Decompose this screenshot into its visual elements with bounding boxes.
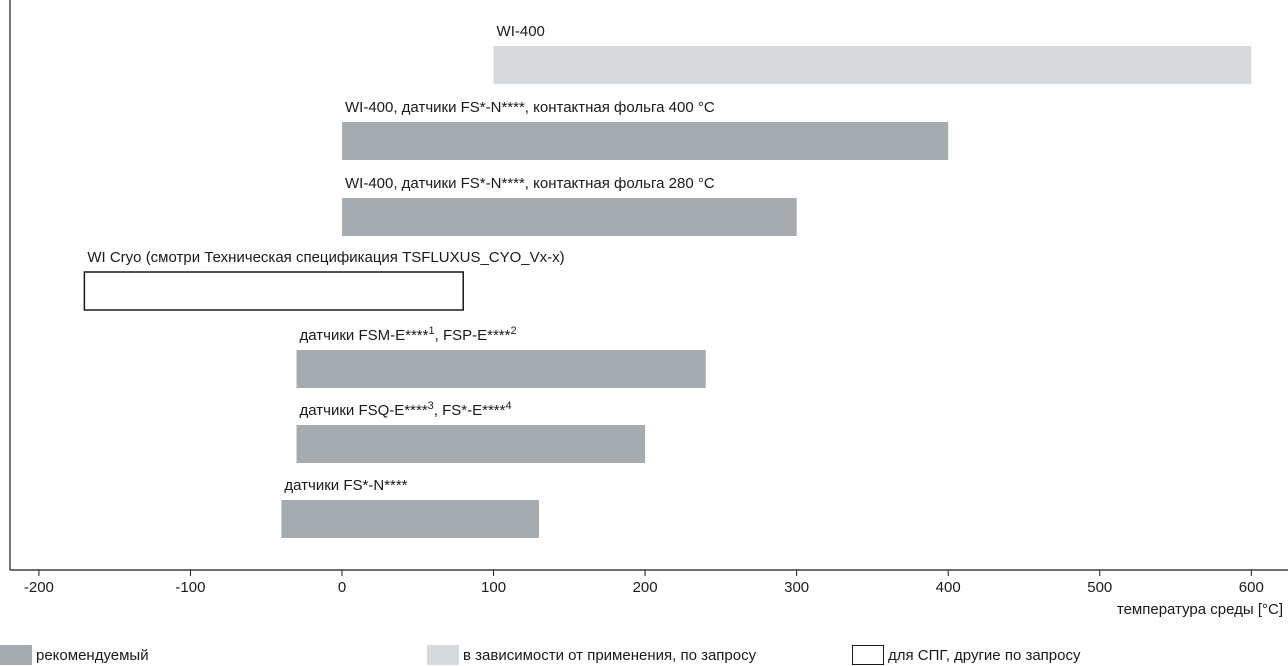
legend-swatch-lng	[852, 645, 884, 665]
bar-label: датчики FS*-N****	[284, 477, 407, 494]
range-bar	[342, 122, 949, 160]
x-tick-label: 200	[633, 579, 658, 596]
legend-label-on-request: в зависимости от применения, по запросу	[463, 646, 757, 664]
x-tick-label: -100	[175, 579, 205, 596]
bar-label: WI-400, датчики FS*-N****, контактная фо…	[345, 99, 715, 116]
legend-label-recommended: рекомендуемый	[36, 646, 149, 664]
range-bar	[296, 425, 646, 463]
legend-item-on-request: в зависимости от применения, по запросу	[427, 644, 756, 666]
bar-label: датчики FSQ-E****3, FS*-E****4	[300, 400, 512, 419]
bar-label: датчики FSM-E****1, FSP-E****2	[300, 325, 517, 344]
range-bar	[493, 46, 1252, 84]
x-tick-label: 100	[481, 579, 506, 596]
range-bar	[296, 350, 706, 388]
x-tick-label: -200	[24, 579, 54, 596]
temperature-range-chart: -200 -100 0 100 200 300 400 500 600 температура с…	[9, 0, 1288, 618]
legend-swatch-on-request	[427, 645, 459, 665]
range-bar	[342, 198, 797, 236]
legend-item-lng: для СПГ, другие по запросу	[852, 644, 1080, 666]
x-tick-label: 0	[338, 579, 346, 596]
bar-label: WI-400	[497, 23, 545, 40]
legend-swatch-recommended	[0, 645, 32, 665]
legend-item-recommended: рекомендуемый	[0, 644, 149, 666]
x-tick-label: 300	[784, 579, 809, 596]
x-axis-title: температура среды [°C]	[1117, 601, 1283, 618]
range-bar	[281, 500, 540, 538]
x-tick-label: 500	[1087, 579, 1112, 596]
x-tick-label: 400	[936, 579, 961, 596]
bar-label: WI Cryo (смотри Техническая спецификация…	[87, 249, 564, 266]
bar-label: WI-400, датчики FS*-N****, контактная фо…	[345, 175, 715, 192]
legend: рекомендуемый в зависимости от применени…	[0, 644, 1288, 666]
x-tick-label: 600	[1239, 579, 1264, 596]
legend-label-lng: для СПГ, другие по запросу	[888, 646, 1081, 664]
range-bar	[83, 271, 464, 311]
